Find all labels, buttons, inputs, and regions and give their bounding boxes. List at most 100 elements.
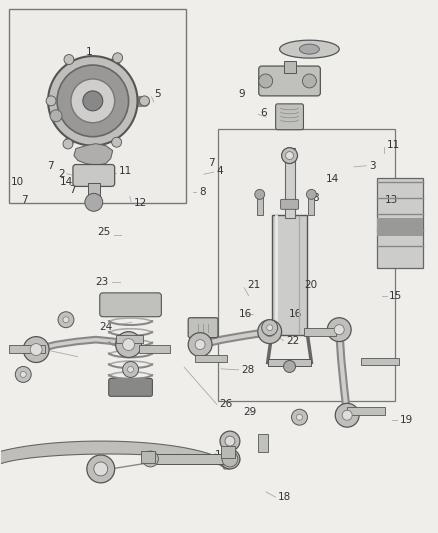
Bar: [9, 345, 45, 352]
Bar: [304, 328, 336, 336]
Circle shape: [297, 414, 303, 420]
Text: 6: 6: [260, 108, 267, 118]
Circle shape: [94, 462, 108, 476]
Circle shape: [342, 410, 352, 420]
Bar: [141, 451, 155, 463]
Circle shape: [20, 372, 26, 377]
FancyBboxPatch shape: [259, 66, 320, 96]
Text: 19: 19: [399, 415, 413, 425]
Circle shape: [334, 325, 344, 335]
Circle shape: [255, 189, 265, 199]
Circle shape: [127, 367, 134, 373]
Circle shape: [222, 451, 238, 467]
Circle shape: [63, 317, 69, 322]
Bar: [283, 61, 296, 73]
FancyBboxPatch shape: [109, 378, 152, 397]
Circle shape: [195, 340, 205, 350]
Text: 7: 7: [69, 184, 75, 195]
Bar: [361, 358, 399, 366]
Circle shape: [259, 74, 273, 88]
Text: 16: 16: [289, 309, 302, 319]
FancyBboxPatch shape: [100, 293, 161, 317]
Circle shape: [303, 74, 316, 88]
Text: 8: 8: [199, 187, 206, 197]
Text: 21: 21: [247, 280, 261, 290]
Circle shape: [123, 361, 138, 377]
Text: 18: 18: [278, 492, 291, 502]
Circle shape: [282, 148, 297, 164]
Text: 8: 8: [313, 192, 319, 203]
Text: 23: 23: [95, 277, 108, 287]
Circle shape: [267, 325, 273, 330]
Text: 7: 7: [21, 195, 28, 205]
Text: 5: 5: [154, 89, 160, 99]
Text: 1: 1: [86, 47, 93, 56]
Bar: [221, 446, 235, 458]
Bar: [150, 454, 230, 464]
Text: 14: 14: [325, 174, 339, 184]
Circle shape: [63, 139, 73, 149]
Text: 25: 25: [97, 227, 110, 237]
Text: 2: 2: [58, 169, 64, 179]
Circle shape: [335, 403, 359, 427]
Text: 9: 9: [239, 89, 245, 99]
Text: 10: 10: [11, 176, 24, 187]
Text: 16: 16: [239, 309, 252, 319]
Circle shape: [258, 320, 282, 344]
Text: 7: 7: [47, 161, 54, 171]
Circle shape: [225, 436, 235, 446]
Text: 7: 7: [289, 148, 295, 158]
Circle shape: [307, 189, 316, 199]
Text: 14: 14: [60, 176, 74, 187]
Ellipse shape: [279, 40, 339, 58]
Circle shape: [220, 431, 240, 451]
Text: 9: 9: [97, 89, 104, 99]
Circle shape: [116, 332, 141, 358]
FancyBboxPatch shape: [188, 318, 218, 337]
Circle shape: [30, 344, 42, 356]
Circle shape: [83, 91, 103, 111]
Text: 4: 4: [217, 166, 223, 176]
Text: 12: 12: [134, 198, 147, 208]
Circle shape: [123, 338, 134, 351]
Circle shape: [286, 151, 293, 159]
Circle shape: [85, 193, 103, 211]
Text: 15: 15: [389, 290, 402, 301]
Circle shape: [15, 367, 31, 382]
Text: 17: 17: [215, 450, 228, 460]
Text: 27: 27: [25, 344, 39, 354]
Circle shape: [87, 455, 115, 483]
Text: 13: 13: [385, 195, 398, 205]
Bar: [268, 359, 311, 367]
Polygon shape: [51, 63, 131, 101]
Circle shape: [113, 53, 123, 63]
Text: 3: 3: [369, 161, 376, 171]
Text: 26: 26: [219, 399, 232, 409]
Circle shape: [57, 65, 129, 136]
Text: 22: 22: [286, 336, 300, 346]
Bar: [272, 215, 307, 335]
Bar: [377, 218, 423, 236]
Circle shape: [283, 360, 296, 373]
Text: 28: 28: [241, 365, 254, 375]
Bar: [138, 345, 170, 352]
Circle shape: [292, 409, 307, 425]
Text: 7: 7: [208, 158, 215, 168]
Circle shape: [262, 320, 278, 336]
Circle shape: [188, 333, 212, 357]
Bar: [257, 196, 263, 215]
Text: 11: 11: [119, 166, 132, 176]
Circle shape: [220, 449, 240, 469]
Circle shape: [58, 312, 74, 328]
FancyBboxPatch shape: [377, 179, 423, 268]
Bar: [347, 407, 385, 415]
Circle shape: [140, 96, 149, 106]
Circle shape: [327, 318, 351, 342]
FancyBboxPatch shape: [73, 165, 115, 187]
Circle shape: [64, 54, 74, 64]
Bar: [88, 183, 100, 197]
Ellipse shape: [300, 44, 319, 54]
Bar: [258, 434, 268, 452]
Bar: [218, 129, 395, 401]
Circle shape: [265, 327, 275, 337]
